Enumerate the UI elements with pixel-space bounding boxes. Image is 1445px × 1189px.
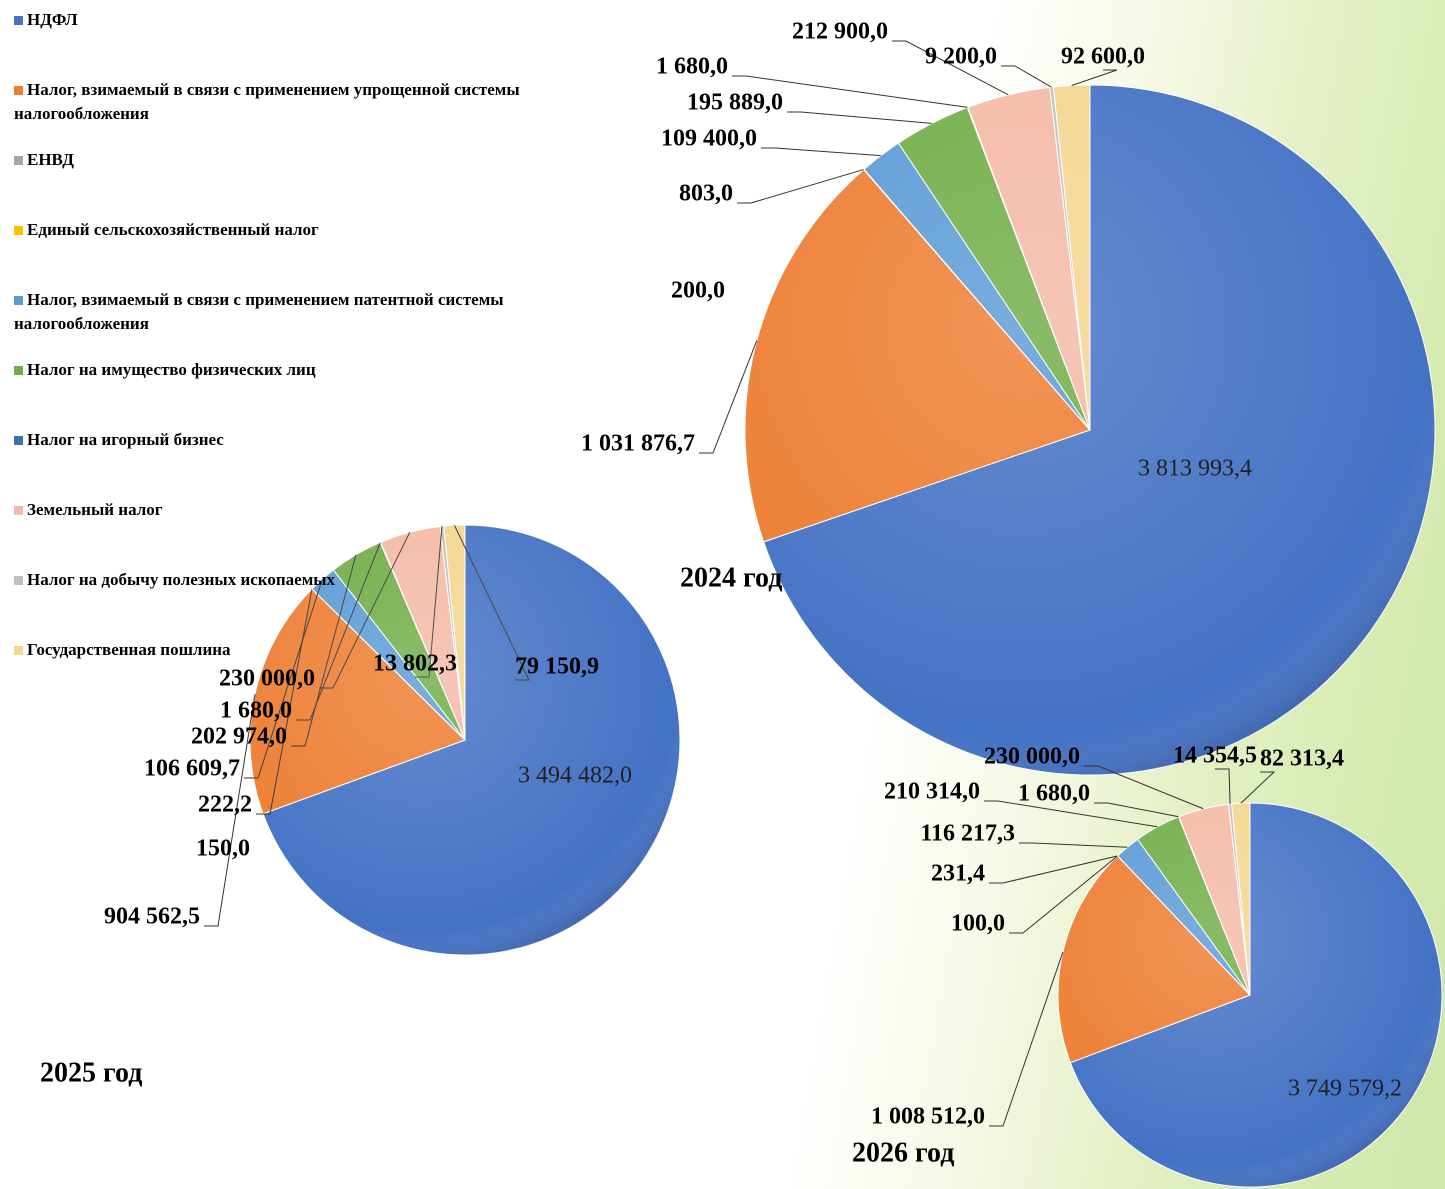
legend-swatch — [14, 16, 23, 25]
legend-item: Государственная пошлина — [14, 638, 614, 708]
data-label: 14 354,5 — [1173, 743, 1257, 769]
data-label: 3 749 579,2 — [1288, 1076, 1402, 1102]
leader-line — [1084, 765, 1204, 810]
legend-item: Налог на игорный бизнес — [14, 428, 614, 498]
data-label: 230 000,0 — [219, 666, 315, 692]
data-label: 1 680,0 — [220, 698, 292, 724]
data-label: 116 217,3 — [920, 821, 1015, 847]
data-label: 1 680,0 — [1018, 781, 1090, 807]
data-label: 230 000,0 — [984, 744, 1080, 770]
legend-swatch — [14, 86, 23, 95]
leader-line — [892, 40, 1009, 96]
data-label: 202 974,0 — [191, 724, 287, 750]
leader-line — [1215, 768, 1231, 805]
data-label: 1 031 876,7 — [581, 431, 695, 457]
chart-title: 2024 год — [680, 562, 782, 593]
data-label: 200,0 — [671, 278, 725, 304]
data-label: 106 609,7 — [144, 756, 240, 782]
legend-label: Государственная пошлина — [27, 640, 231, 659]
legend-swatch — [14, 366, 23, 375]
legend-swatch — [14, 506, 23, 515]
legend-swatch — [14, 436, 23, 445]
legend-swatch — [14, 226, 23, 235]
data-label: 9 200,0 — [925, 44, 997, 70]
data-label: 231,4 — [931, 861, 985, 887]
legend-swatch — [14, 646, 23, 655]
legend-item: Земельный налог — [14, 498, 614, 568]
leader-line — [1001, 65, 1052, 88]
data-label: 222,2 — [198, 792, 252, 818]
legend-label: Единый сельскохозяйственный налог — [27, 220, 319, 239]
leader-line — [761, 147, 881, 157]
legend-label: Налог на игорный бизнес — [27, 430, 224, 449]
chart-title: 2025 год — [40, 1057, 142, 1088]
leader-line — [699, 340, 758, 454]
data-label: 3 813 993,4 — [1138, 456, 1252, 482]
leader-line — [989, 951, 1064, 1127]
legend-item: Налог, взимаемый в связи с применением п… — [14, 288, 614, 358]
data-label: 150,0 — [196, 836, 250, 862]
leader-line — [1071, 69, 1118, 86]
legend-label: Земельный налог — [27, 500, 163, 519]
legend-label: Налог на имущество физических лиц — [27, 360, 316, 379]
leader-line — [204, 694, 256, 927]
data-label: 109 400,0 — [661, 126, 757, 152]
legend-swatch — [14, 296, 23, 305]
legend-label: ЕНВД — [27, 150, 74, 169]
data-label: 3 494 482,0 — [518, 763, 632, 789]
leader-line — [1094, 802, 1179, 818]
legend-item: Налог на добычу полезных ископаемых — [14, 568, 614, 638]
legend: НДФЛ Налог, взимаемый в связи с применени… — [14, 8, 614, 708]
data-label: 210 314,0 — [884, 779, 980, 805]
legend-item: Единый сельскохозяйственный налог — [14, 218, 614, 288]
legend-item: Налог на имущество физических лиц — [14, 358, 614, 428]
data-label: 212 900,0 — [792, 19, 888, 45]
data-label: 100,0 — [951, 911, 1005, 937]
data-label: 13 802,3 — [373, 651, 457, 677]
legend-item: ЕНВД — [14, 148, 614, 218]
leader-line — [1240, 771, 1276, 804]
data-label: 1 680,0 — [656, 54, 728, 80]
legend-label: Налог на добычу полезных ископаемых — [27, 570, 336, 589]
legend-label: Налог, взимаемый в связи с применением п… — [14, 290, 504, 333]
leader-line — [1019, 842, 1128, 848]
leader-line — [787, 111, 932, 124]
chart-title: 2026 год — [852, 1137, 954, 1168]
data-label: 904 562,5 — [104, 904, 200, 930]
data-label: 803,0 — [679, 181, 733, 207]
legend-item: Налог, взимаемый в связи с применением у… — [14, 78, 614, 148]
legend-swatch — [14, 156, 23, 165]
legend-swatch — [14, 576, 23, 585]
legend-label: Налог, взимаемый в связи с применением у… — [14, 80, 520, 123]
legend-label: НДФЛ — [27, 10, 78, 29]
data-label: 79 150,9 — [515, 654, 599, 680]
data-label: 195 889,0 — [687, 90, 783, 116]
data-label: 1 008 512,0 — [871, 1104, 985, 1130]
legend-item: НДФЛ — [14, 8, 614, 78]
data-label: 82 313,4 — [1260, 746, 1344, 772]
data-label: 92 600,0 — [1061, 44, 1145, 70]
